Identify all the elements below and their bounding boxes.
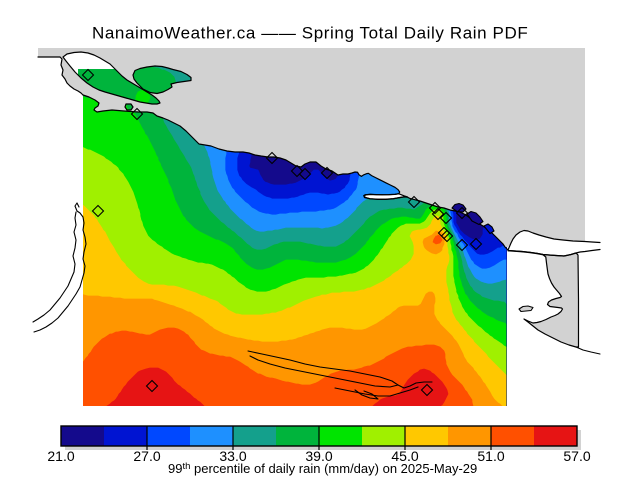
svg-text:NanaimoWeather.ca —— Spring To: NanaimoWeather.ca —— Spring Total Daily … — [92, 24, 528, 43]
svg-text:99th percentile of daily rain: 99th percentile of daily rain (mm/day) o… — [168, 461, 477, 476]
svg-text:39.0: 39.0 — [305, 448, 332, 464]
svg-text:45.0: 45.0 — [391, 448, 418, 464]
svg-text:21.0: 21.0 — [47, 448, 74, 464]
svg-text:27.0: 27.0 — [133, 448, 160, 464]
svg-text:33.0: 33.0 — [219, 448, 246, 464]
svg-text:51.0: 51.0 — [477, 448, 504, 464]
svg-text:57.0: 57.0 — [563, 448, 590, 464]
